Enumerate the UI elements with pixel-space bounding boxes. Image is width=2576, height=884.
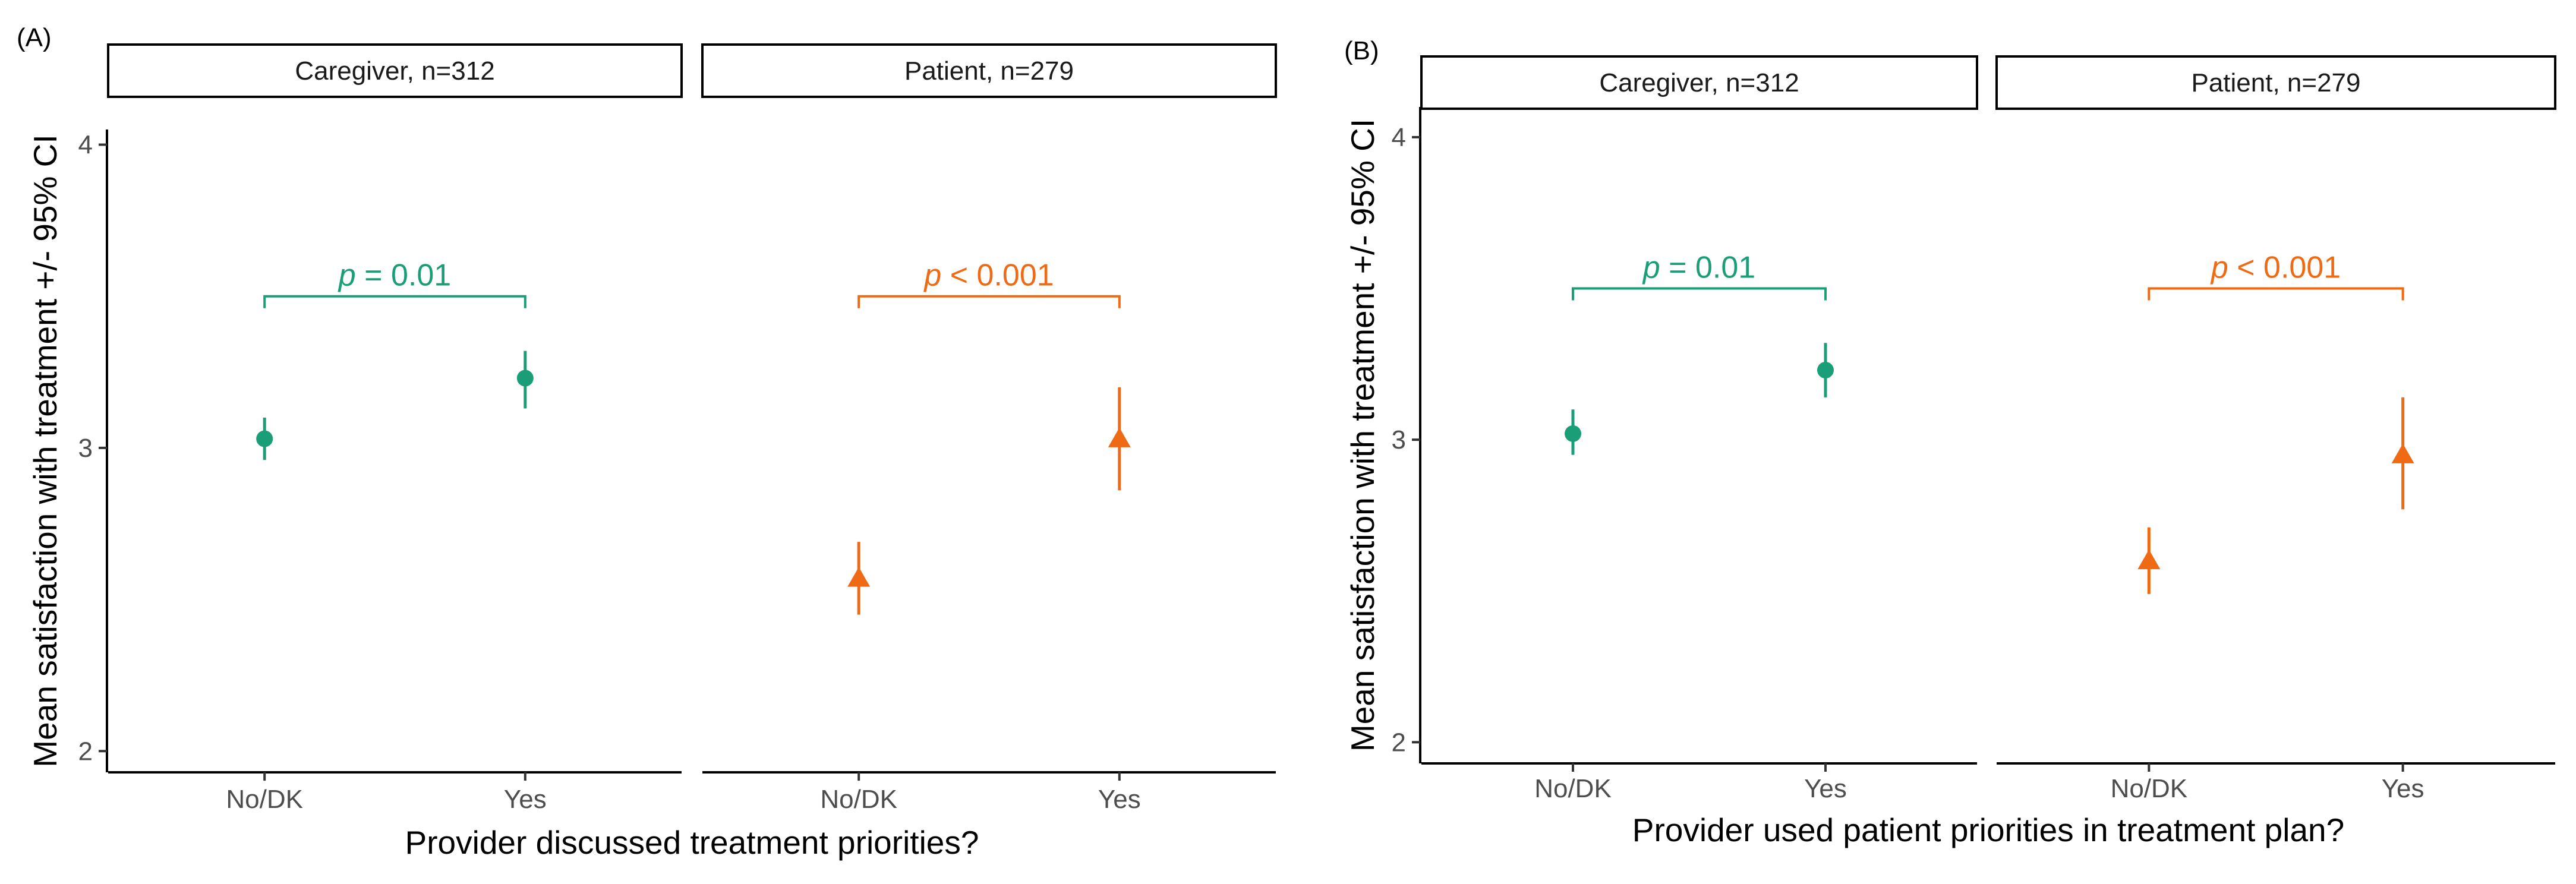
data-point <box>1565 425 1581 442</box>
x-tick-label: No/DK <box>1534 774 1612 803</box>
p-value-annotation: p = 0.01 <box>1642 251 1755 285</box>
p-value-annotation: p < 0.001 <box>2210 251 2341 285</box>
data-point <box>2137 549 2161 570</box>
facet-strip <box>1420 55 1978 110</box>
p-value-text: < 0.001 <box>941 258 1054 293</box>
x-tick-label: Yes <box>1098 785 1141 814</box>
p-symbol: p <box>2210 251 2228 285</box>
p-symbol: p <box>923 258 941 293</box>
x-tick-label: Yes <box>504 785 547 814</box>
x-axis-label: Provider discussed treatment priorities? <box>405 824 979 861</box>
panel-label: (B) <box>1344 36 1379 65</box>
panel-a: (A) 2 3 4 Mean satisfaction with treatment +… <box>17 23 1277 861</box>
significance-bracket <box>263 295 526 308</box>
facet-strip <box>1995 55 2556 110</box>
panel-b: (B) 2 3 4 Mean satisfaction with treatment +… <box>1344 36 2556 848</box>
significance-bracket <box>1572 287 1827 301</box>
y-tick-label: 2 <box>78 737 93 766</box>
data-point <box>1108 427 1131 447</box>
facet-strip-label: Caregiver, n=312 <box>1599 68 1799 97</box>
facet-strip-label: Patient, n=279 <box>2191 68 2360 97</box>
p-value-text: < 0.001 <box>2228 251 2341 285</box>
data-point <box>516 370 534 387</box>
data-point <box>847 567 871 587</box>
significance-bracket <box>857 295 1121 308</box>
p-value-annotation: p < 0.001 <box>923 258 1054 293</box>
facet-strip <box>701 43 1277 98</box>
data-point <box>1817 362 1834 379</box>
p-symbol: p <box>1642 251 1660 285</box>
facet-caregiver: Caregiver, n=312 No/DK Yes p = 0.01 <box>107 43 683 814</box>
data-point <box>2391 443 2414 463</box>
x-tick-label: Yes <box>1804 774 1847 803</box>
facet-strip-label: Caregiver, n=312 <box>295 56 494 86</box>
y-tick-label: 4 <box>78 131 93 160</box>
y-axis-label: Mean satisfaction with treatment +/- 95%… <box>27 134 64 767</box>
x-tick-label: No/DK <box>820 785 897 814</box>
p-value-text: = 0.01 <box>356 258 451 293</box>
x-tick-label: No/DK <box>226 785 303 814</box>
x-axis-label: Provider used patient priorities in trea… <box>1632 812 2344 848</box>
p-symbol: p <box>338 258 356 293</box>
panel-label: (A) <box>17 23 52 52</box>
facet-strip-label: Patient, n=279 <box>904 56 1074 86</box>
y-tick-label: 2 <box>1392 728 1406 757</box>
p-value-annotation: p = 0.01 <box>338 258 451 293</box>
facet-patient: Patient, n=279 No/DK Yes p < 0.001 <box>701 43 1277 814</box>
x-tick-label: Yes <box>2382 774 2424 803</box>
y-axis-label: Mean satisfaction with treatment +/- 95%… <box>1344 119 1381 752</box>
p-value-text: = 0.01 <box>1660 251 1755 285</box>
y-tick-label: 3 <box>1392 425 1406 454</box>
facet-caregiver: Caregiver, n=312 No/DK Yes p = 0.01 <box>1420 55 1978 803</box>
y-tick-label: 4 <box>1392 123 1406 152</box>
x-tick-label: No/DK <box>2111 774 2188 803</box>
significance-bracket <box>2148 287 2404 301</box>
data-point <box>256 430 273 447</box>
facet-patient: Patient, n=279 No/DK Yes p < 0.001 <box>1995 55 2556 803</box>
facet-strip <box>107 43 683 98</box>
y-tick-label: 3 <box>78 434 93 463</box>
